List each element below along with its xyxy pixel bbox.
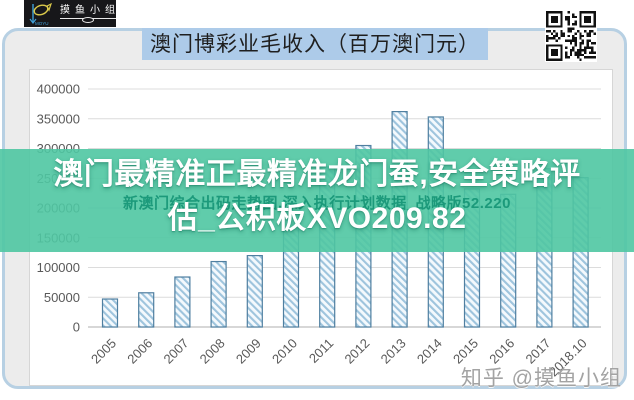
x-axis-label: 2008 bbox=[197, 336, 228, 367]
x-axis-label: 2009 bbox=[233, 336, 264, 367]
y-axis-label: 100000 bbox=[37, 260, 80, 275]
bar-2009 bbox=[246, 255, 263, 328]
green-overlay-band: 新澳门综合出码走势图,深入执行计划数据_战略版52.220 澳门最精准正最精准龙… bbox=[0, 149, 634, 252]
overlay-headline: 澳门最精准正最精准龙门蚕,安全策略评 估_公积板XVO209.82 bbox=[0, 153, 634, 241]
x-axis-label: 2010 bbox=[269, 336, 300, 367]
qr-code bbox=[545, 10, 597, 62]
chart-title-banner: 澳门博彩业毛收入（百万澳门元） bbox=[142, 28, 488, 60]
zhihu-watermark: 知乎 @摸鱼小组 bbox=[460, 367, 622, 390]
x-axis-label: 2005 bbox=[88, 336, 119, 367]
x-axis-label: 2007 bbox=[160, 336, 191, 367]
overlay-headline-line1: 澳门最精准正最精准龙门蚕,安全策略评 bbox=[53, 158, 581, 191]
overlay-headline-line2: 估_公积板XVO209.82 bbox=[167, 202, 467, 235]
x-axis-label: 2011 bbox=[306, 336, 336, 366]
bar-2005 bbox=[101, 298, 119, 328]
y-axis-label: 0 bbox=[73, 320, 80, 335]
bar-2006 bbox=[138, 292, 155, 328]
x-axis-label: 2012 bbox=[341, 336, 372, 367]
y-axis-label: 400000 bbox=[37, 82, 80, 97]
moyu-logo-badge: MOYU 摸鱼小组 bbox=[24, 0, 116, 27]
fish-icon: MOYU bbox=[29, 2, 52, 26]
small-fish-icon bbox=[81, 17, 94, 23]
logo-text: 摸鱼小组 bbox=[60, 5, 120, 16]
x-axis-label: 2013 bbox=[378, 336, 409, 367]
y-axis-label: 350000 bbox=[37, 111, 80, 126]
overlay-subtext: 新澳门综合出码走势图,深入执行计划数据_战略版52.220 bbox=[123, 195, 511, 212]
logo-subtext: MOYU bbox=[35, 21, 49, 26]
bar-2007 bbox=[174, 276, 191, 328]
x-axis-label: 2006 bbox=[124, 336, 155, 367]
x-axis-label: 2014 bbox=[414, 336, 445, 367]
logo-underline bbox=[59, 17, 116, 23]
bar-2008 bbox=[210, 260, 227, 328]
y-axis-label: 50000 bbox=[44, 290, 80, 305]
